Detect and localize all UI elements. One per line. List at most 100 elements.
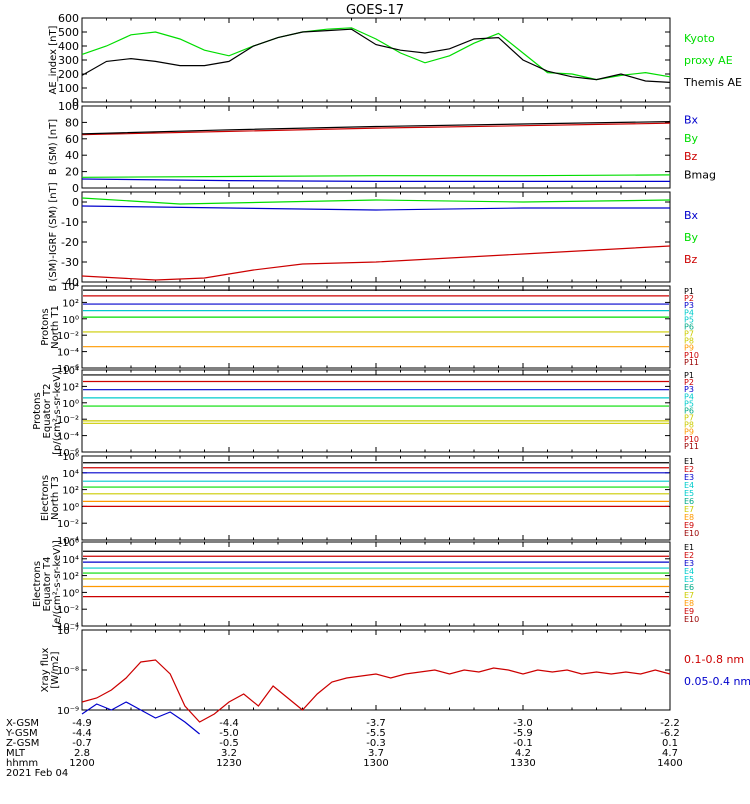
ee-legend-1: E2 xyxy=(684,551,694,560)
ee-y-tick-label: 10⁴ xyxy=(62,555,79,566)
bsm-y-tick-label: 0 xyxy=(72,182,79,195)
x-row-value: -0.3 xyxy=(366,738,386,749)
pn-y-tick-label: 10⁻² xyxy=(57,331,79,342)
x-row-value: -5.0 xyxy=(219,728,239,739)
en-legend-8: E9 xyxy=(684,521,694,530)
ee-legend-3: E4 xyxy=(684,567,694,576)
ae-y-tick-label: 100 xyxy=(58,82,79,95)
en-y-tick-label: 10⁰ xyxy=(62,502,79,513)
ee-legend-9: E10 xyxy=(684,615,699,624)
x-row-value: -2.2 xyxy=(660,718,680,729)
x-row-label: X-GSM xyxy=(6,718,39,729)
en-legend-5: E6 xyxy=(684,497,694,506)
pe-legend-2: P3 xyxy=(684,385,694,394)
pn-legend-5: P6 xyxy=(684,322,694,331)
xray-y-label: [W/m2] xyxy=(50,651,61,688)
bdiff-series-1 xyxy=(81,197,671,205)
x-row-value: 3.2 xyxy=(221,748,237,759)
xray-series-1 xyxy=(81,701,200,735)
pn-legend-8: P9 xyxy=(684,344,694,353)
ee-legend-2: E3 xyxy=(684,559,694,568)
x-row-value: -4.4 xyxy=(72,728,92,739)
ae-legend-2: Themis AE xyxy=(683,76,742,89)
xray-y-label: Xray flux xyxy=(40,648,51,693)
ae-y-tick-label: 200 xyxy=(58,68,79,81)
bsm-series-3 xyxy=(81,121,671,135)
pe-y-tick-label: 10⁻⁴ xyxy=(57,432,79,443)
pe-legend-8: P9 xyxy=(684,428,694,437)
xray-legend-1: 0.05-0.4 nm xyxy=(684,675,750,688)
pe-legend-3: P4 xyxy=(684,392,694,401)
bsm-legend-0: Bx xyxy=(684,114,699,127)
ee-legend-7: E8 xyxy=(684,599,694,608)
x-row-value: 4.7 xyxy=(662,748,678,759)
ee-legend-0: E1 xyxy=(684,543,694,552)
pn-legend-6: P7 xyxy=(684,330,694,339)
pe-legend-10: P11 xyxy=(684,442,699,451)
pn-y-label: North T1 xyxy=(50,305,61,349)
x-row-value: -0.5 xyxy=(219,738,239,749)
en-y-tick-label: 10² xyxy=(62,486,79,497)
en-legend-6: E7 xyxy=(684,505,694,514)
pn-legend-3: P4 xyxy=(684,308,694,317)
pe-legend-9: P10 xyxy=(684,435,699,444)
ae-series-1 xyxy=(81,28,671,83)
bsm-series-0 xyxy=(81,178,670,182)
x-row-label: Z-GSM xyxy=(6,738,39,749)
x-row-value: 1400 xyxy=(657,758,682,769)
bdiff-y-tick-label: -40 xyxy=(61,276,79,289)
pn-y-tick-label: 10⁴ xyxy=(62,282,79,293)
xray-series-0 xyxy=(81,659,671,723)
ee-legend-4: E5 xyxy=(684,575,694,584)
pn-legend-9: P10 xyxy=(684,351,699,360)
pe-y-tick-label: 10⁻² xyxy=(57,415,79,426)
x-row-value: -3.0 xyxy=(513,718,533,729)
bsm-series-1 xyxy=(81,174,671,178)
ae-y-tick-label: 0 xyxy=(72,96,79,109)
xray-y-tick-label: 10⁻⁹ xyxy=(57,706,79,717)
pn-legend-2: P3 xyxy=(684,301,694,310)
ee-y-label: Equator T4 xyxy=(42,557,53,612)
x-row-label: hhmm xyxy=(6,758,38,769)
x-row-value: 2.8 xyxy=(74,748,90,759)
pn-y-tick-label: 10⁻⁶ xyxy=(57,364,79,375)
ee-y-label: [e/(cm²-s-sr-keV)] xyxy=(52,540,63,628)
chart-title: GOES-17 xyxy=(346,3,404,18)
ae-y-tick-label: 400 xyxy=(58,40,79,53)
x-row-value: -4.9 xyxy=(72,718,92,729)
en-legend-9: E10 xyxy=(684,529,699,538)
x-row-value: -3.7 xyxy=(366,718,386,729)
bsm-y-tick-label: 80 xyxy=(65,116,79,129)
en-y-tick-label: 10⁴ xyxy=(62,469,79,480)
bdiff-series-0 xyxy=(81,205,670,211)
x-row-value: 3.7 xyxy=(368,748,384,759)
en-y-tick-label: 10⁻² xyxy=(57,519,79,530)
ee-frame xyxy=(81,541,671,627)
ee-legend-6: E7 xyxy=(684,591,694,600)
pn-y-tick-label: 10⁻⁴ xyxy=(57,348,79,359)
bsm-legend-1: By xyxy=(684,132,699,145)
ae-y-tick-label: 500 xyxy=(58,26,79,39)
en-y-label: North T3 xyxy=(50,476,61,520)
pn-legend-4: P5 xyxy=(684,315,694,324)
pn-legend-1: P2 xyxy=(684,294,694,303)
pe-legend-5: P6 xyxy=(684,406,694,415)
bsm-legend-2: Bz xyxy=(684,150,698,163)
x-row-value: 0.1 xyxy=(662,738,678,749)
pn-y-label: Protons xyxy=(40,308,51,345)
ae-legend-1: proxy AE xyxy=(684,54,733,67)
ee-legend-8: E9 xyxy=(684,607,694,616)
bsm-legend-3: Bmag xyxy=(684,168,716,181)
pn-frame xyxy=(81,285,671,369)
pn-y-tick-label: 10⁰ xyxy=(62,315,79,326)
pn-legend-7: P8 xyxy=(684,337,694,346)
bsm-y-tick-label: 100 xyxy=(58,100,79,113)
pe-y-tick-label: 10⁰ xyxy=(62,399,79,410)
x-row-value: -5.9 xyxy=(513,728,533,739)
xray-legend-0: 0.1-0.8 nm xyxy=(684,653,744,666)
bdiff-legend-2: Bz xyxy=(684,253,698,266)
pe-y-label: [p/(cm²-s-sr-keV)] xyxy=(52,367,63,455)
x-row-value: 1200 xyxy=(69,758,94,769)
en-frame xyxy=(81,455,671,541)
